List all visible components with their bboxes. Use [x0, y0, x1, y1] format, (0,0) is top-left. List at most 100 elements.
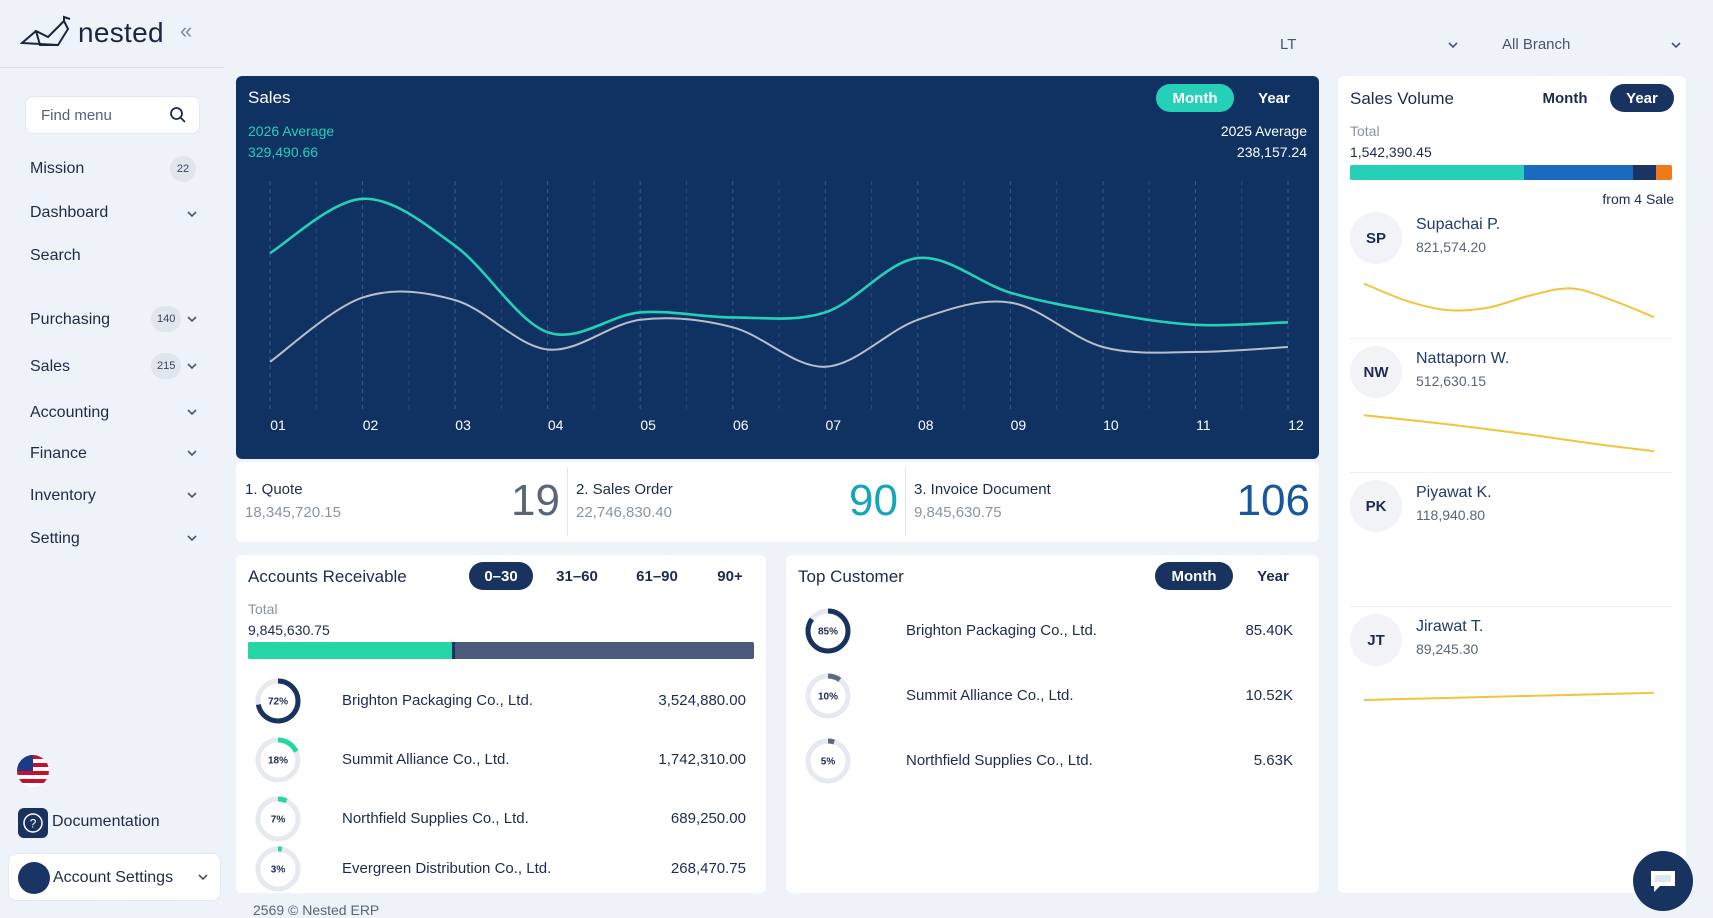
stat-divider: [567, 468, 568, 536]
sales-title: Sales: [248, 88, 291, 107]
salesperson-name: Nattaporn W.: [1416, 350, 1510, 367]
ar-tab-0-30[interactable]: 0–30: [469, 562, 533, 590]
ar-row[interactable]: 7% Northfield Supplies Co., Ltd. 689,250.0…: [236, 795, 766, 845]
sales-tab-month[interactable]: Month: [1156, 84, 1234, 112]
x-tick-label: 04: [548, 417, 564, 433]
ar-progress-bar: [248, 642, 754, 659]
ar-tab-90-plus[interactable]: 90+: [717, 567, 743, 585]
salesperson-item[interactable]: PK Piyawat K. 118,940.80: [1338, 472, 1686, 610]
chat-button[interactable]: [1633, 851, 1693, 911]
help-icon[interactable]: ?: [18, 808, 48, 838]
donut-arc: [805, 608, 851, 654]
sidebar-item-mission[interactable]: Mission: [30, 160, 84, 178]
footer-text: 2569 © Nested ERP: [253, 902, 380, 918]
salesperson-sparkline: [1363, 414, 1655, 453]
salesperson-avatar: PK: [1350, 480, 1402, 532]
donut-arc: [255, 796, 301, 842]
salesperson-item[interactable]: SP Supachai P. 821,574.20: [1338, 212, 1686, 342]
top-customer-row[interactable]: 85% Brighton Packaging Co., Ltd. 85.40K: [786, 607, 1319, 657]
sidebar-item-search[interactable]: Search: [30, 247, 81, 265]
sidebar-item-accounting[interactable]: Accounting: [30, 404, 109, 422]
salesperson-avatar: SP: [1350, 212, 1402, 264]
documentation-link[interactable]: Documentation: [52, 813, 160, 830]
sparkline-path: [1363, 691, 1655, 701]
sales-chart-panel: Sales Month Year 2026 Average 329,490.66…: [236, 76, 1319, 459]
ar-row[interactable]: 18% Summit Alliance Co., Ltd. 1,742,310.00: [236, 736, 766, 786]
chevron-down-icon[interactable]: [184, 358, 200, 374]
ar-amount: 3,524,880.00: [658, 692, 746, 709]
top-customer-tab-month[interactable]: Month: [1155, 562, 1233, 590]
sidebar-item-label: Dashboard: [30, 204, 109, 221]
chevron-down-icon[interactable]: [184, 487, 200, 503]
x-tick-label: 08: [918, 417, 934, 433]
sidebar-item-purchasing[interactable]: Purchasing: [30, 311, 110, 329]
chevron-down-icon[interactable]: [184, 206, 200, 222]
stat-sales-order-count: 90: [849, 476, 898, 525]
search-icon[interactable]: [169, 106, 187, 124]
sales-volume-tab-year[interactable]: Year: [1610, 84, 1674, 112]
percent-donut: 10%: [805, 673, 851, 719]
chevron-down-icon[interactable]: [184, 530, 200, 546]
donut-label: 7%: [271, 815, 286, 826]
ar-tab-31-60[interactable]: 31–60: [556, 567, 598, 585]
donut-arc: [255, 678, 301, 724]
x-tick-label: 12: [1288, 417, 1304, 433]
salesperson-divider: [1350, 338, 1672, 339]
branch-select[interactable]: All Branch: [1502, 36, 1570, 53]
ar-amount: 1,742,310.00: [658, 751, 746, 768]
top-customer-tab-year[interactable]: Year: [1257, 567, 1289, 585]
chevron-down-icon[interactable]: [184, 445, 200, 461]
salesperson-amount: 821,574.20: [1416, 239, 1487, 255]
stat-sales-order-amount: 22,746,830.40: [576, 504, 672, 521]
top-customer-name: Northfield Supplies Co., Ltd.: [906, 752, 1093, 769]
sidebar-item-sales[interactable]: Sales: [30, 358, 70, 376]
salesperson-item[interactable]: JT Jirawat T. 89,245.30: [1338, 606, 1686, 744]
donut-arc: [805, 673, 851, 719]
chevron-down-icon[interactable]: [1668, 37, 1684, 53]
previous-average-value: 238,157.24: [1236, 144, 1307, 160]
ar-row[interactable]: 72% Brighton Packaging Co., Ltd. 3,524,880…: [236, 677, 766, 727]
ar-tab-61-90[interactable]: 61–90: [636, 567, 678, 585]
ar-amount: 689,250.00: [670, 810, 746, 827]
sidebar-item-dashboard[interactable]: Dashboard: [30, 204, 108, 222]
sales-volume-total-value: 1,542,390.45: [1350, 144, 1432, 160]
us-flag-icon[interactable]: [17, 755, 49, 787]
sidebar-item-setting[interactable]: Setting: [30, 530, 80, 548]
top-customer-amount: 85.40K: [1245, 622, 1293, 639]
mission-badge: 22: [170, 156, 196, 182]
ar-customer-name: Summit Alliance Co., Ltd.: [342, 751, 510, 768]
x-tick-label: 10: [1103, 417, 1119, 433]
company-select[interactable]: LT: [1280, 36, 1296, 53]
ar-progress-fill: [248, 642, 456, 659]
sales-volume-total-label: Total: [1350, 123, 1380, 139]
salesperson-item[interactable]: NW Nattaporn W. 512,630.15: [1338, 338, 1686, 476]
top-customer-name: Brighton Packaging Co., Ltd.: [906, 622, 1097, 639]
x-tick-label: 05: [640, 417, 656, 433]
find-menu-placeholder: Find menu: [41, 106, 112, 124]
sidebar-item-label: Sales: [30, 358, 71, 375]
top-customer-row[interactable]: 10% Summit Alliance Co., Ltd. 10.52K: [786, 672, 1319, 722]
sales-volume-segment: [1350, 165, 1524, 180]
account-settings-button[interactable]: Account Settings: [8, 853, 221, 901]
sidebar-item-label: Inventory: [30, 487, 96, 504]
donut-label: 5%: [821, 757, 836, 768]
collapse-sidebar-icon[interactable]: «: [180, 18, 193, 43]
chevron-down-icon[interactable]: [184, 404, 200, 420]
top-customer-row[interactable]: 5% Northfield Supplies Co., Ltd. 5.63K: [786, 737, 1319, 787]
sales-tab-year[interactable]: Year: [1258, 89, 1290, 107]
x-tick-label: 03: [455, 417, 471, 433]
chevron-down-icon[interactable]: [184, 311, 200, 327]
sidebar-item-finance[interactable]: Finance: [30, 445, 87, 463]
donut-label: 18%: [268, 756, 288, 767]
logo[interactable]: nested: [20, 12, 170, 54]
find-menu-input[interactable]: Find menu: [25, 96, 200, 134]
stat-quote-amount: 18,345,720.15: [245, 504, 341, 521]
ar-amount: 268,470.75: [670, 860, 746, 877]
ar-row[interactable]: 3% Evergreen Distribution Co., Ltd. 268,47…: [236, 845, 766, 893]
sidebar-item-inventory[interactable]: Inventory: [30, 487, 96, 505]
sales-volume-tab-month[interactable]: Month: [1542, 89, 1588, 107]
donut-arc: [805, 738, 851, 784]
chevron-down-icon[interactable]: [1445, 37, 1461, 53]
salesperson-name: Supachai P.: [1416, 216, 1501, 233]
salesperson-amount: 89,245.30: [1416, 641, 1479, 657]
